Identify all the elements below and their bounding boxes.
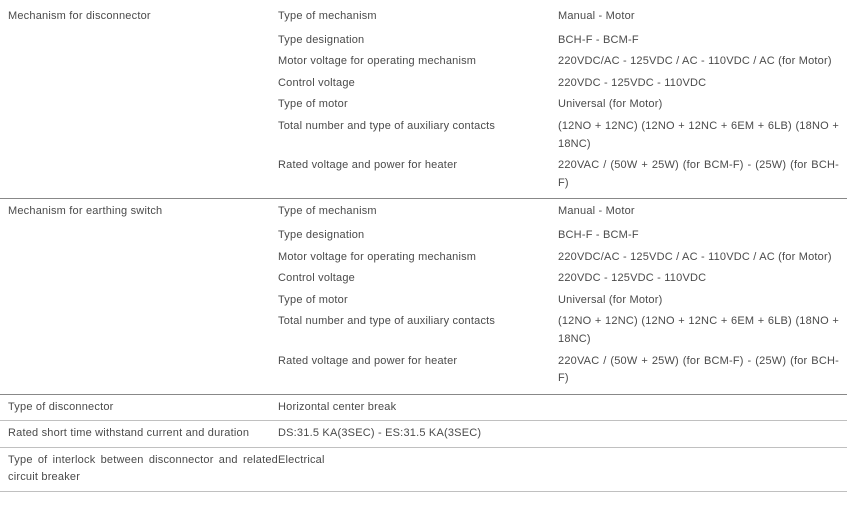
row-type-of-disconnector: Type of disconnector Horizontal center b… [0,395,847,422]
spec-table: Mechanism for disconnector Type of mecha… [0,0,847,492]
param-label: Motor voltage for operating mechanism [278,53,558,71]
param-label: Control voltage [278,75,558,93]
param-value: Universal (for Motor) [558,96,839,114]
param-value: 220VDC - 125VDC - 110VDC [558,270,839,288]
row-value: Electrical [278,452,558,487]
row-label: Type of interlock between disconnector a… [8,452,278,487]
param-value: Manual - Motor [558,203,839,221]
param-label: Total number and type of auxiliary conta… [278,313,558,348]
row-rated-short-time: Rated short time withstand current and d… [0,421,847,448]
param-label: Type of motor [278,292,558,310]
row-type-of-interlock: Type of interlock between disconnector a… [0,448,847,492]
param-value: 220VAC / (50W + 25W) (for BCM-F) - (25W)… [558,157,839,192]
row-value: DS:31.5 KA(3SEC) - ES:31.5 KA(3SEC) [278,425,558,443]
section-label: Mechanism for earthing switch [8,203,278,221]
param-label: Total number and type of auxiliary conta… [278,118,558,153]
param-label: Type designation [278,227,558,245]
param-value: 220VAC / (50W + 25W) (for BCM-F) - (25W)… [558,353,839,388]
param-label: Motor voltage for operating mechanism [278,249,558,267]
param-value: BCH-F - BCM-F [558,32,839,50]
param-label: Rated voltage and power for heater [278,157,558,192]
row-value: Horizontal center break [278,399,558,417]
section-earthing-switch: Mechanism for earthing switch Type of me… [0,199,847,394]
row-label: Rated short time withstand current and d… [8,425,278,443]
param-value: (12NO + 12NC) (12NO + 12NC + 6EM + 6LB) … [558,313,839,348]
row-label: Type of disconnector [8,399,278,417]
param-label: Control voltage [278,270,558,288]
param-value: (12NO + 12NC) (12NO + 12NC + 6EM + 6LB) … [558,118,839,153]
param-value: 220VDC/AC - 125VDC / AC - 110VDC / AC (f… [558,249,839,267]
param-value: 220VDC - 125VDC - 110VDC [558,75,839,93]
param-label: Rated voltage and power for heater [278,353,558,388]
param-label: Type designation [278,32,558,50]
param-value: 220VDC/AC - 125VDC / AC - 110VDC / AC (f… [558,53,839,71]
param-value: Manual - Motor [558,8,839,26]
param-value: BCH-F - BCM-F [558,227,839,245]
section-disconnector: Mechanism for disconnector Type of mecha… [0,0,847,199]
param-label: Type of mechanism [278,203,558,221]
param-value: Universal (for Motor) [558,292,839,310]
param-label: Type of mechanism [278,8,558,26]
section-label: Mechanism for disconnector [8,8,278,26]
param-label: Type of motor [278,96,558,114]
